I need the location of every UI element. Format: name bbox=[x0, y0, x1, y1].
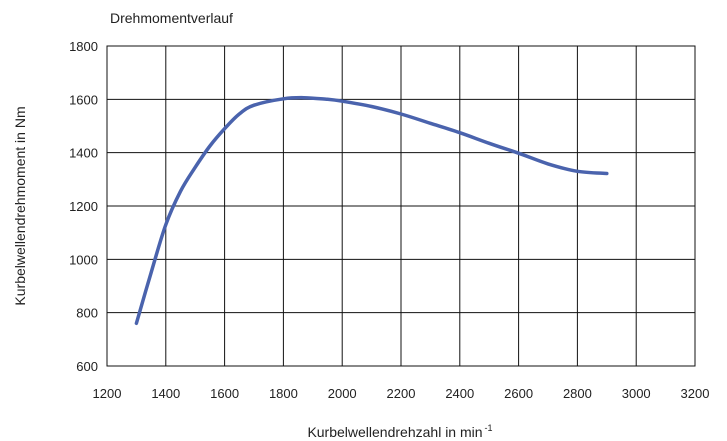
x-tick-label: 3000 bbox=[622, 386, 651, 401]
x-tick-label: 2800 bbox=[563, 386, 592, 401]
y-axis-ticks: 600 800 1000 1200 1400 1600 1800 bbox=[69, 39, 98, 374]
y-tick-label: 800 bbox=[76, 306, 98, 321]
x-tick-label: 1600 bbox=[210, 386, 239, 401]
x-tick-label: 2600 bbox=[504, 386, 533, 401]
x-tick-label: 1200 bbox=[93, 386, 122, 401]
x-tick-label: 2400 bbox=[445, 386, 474, 401]
y-tick-label: 1800 bbox=[69, 39, 98, 54]
x-axis-label-superscript: -1 bbox=[485, 423, 493, 433]
x-axis-label-text: Kurbelwellendrehzahl in min bbox=[307, 424, 482, 440]
x-tick-label: 1800 bbox=[269, 386, 298, 401]
grid bbox=[107, 46, 695, 366]
y-tick-label: 1200 bbox=[69, 199, 98, 214]
x-tick-label: 2200 bbox=[387, 386, 416, 401]
x-tick-label: 3200 bbox=[681, 386, 710, 401]
chart-title: Drehmomentverlauf bbox=[110, 10, 233, 26]
y-axis-label: Kurbelwellendrehmoment in Nm bbox=[12, 106, 28, 305]
x-tick-label: 2000 bbox=[328, 386, 357, 401]
x-axis-ticks: 1200 1400 1600 1800 2000 2200 2400 2600 2800 3000… bbox=[93, 386, 710, 401]
y-tick-label: 1000 bbox=[69, 252, 98, 267]
y-tick-label: 1600 bbox=[69, 92, 98, 107]
x-axis-label: Kurbelwellendrehzahl in min -1 bbox=[307, 423, 492, 440]
y-tick-label: 1400 bbox=[69, 146, 98, 161]
x-tick-label: 1400 bbox=[151, 386, 180, 401]
y-tick-label: 600 bbox=[76, 359, 98, 374]
torque-curve bbox=[136, 98, 606, 324]
